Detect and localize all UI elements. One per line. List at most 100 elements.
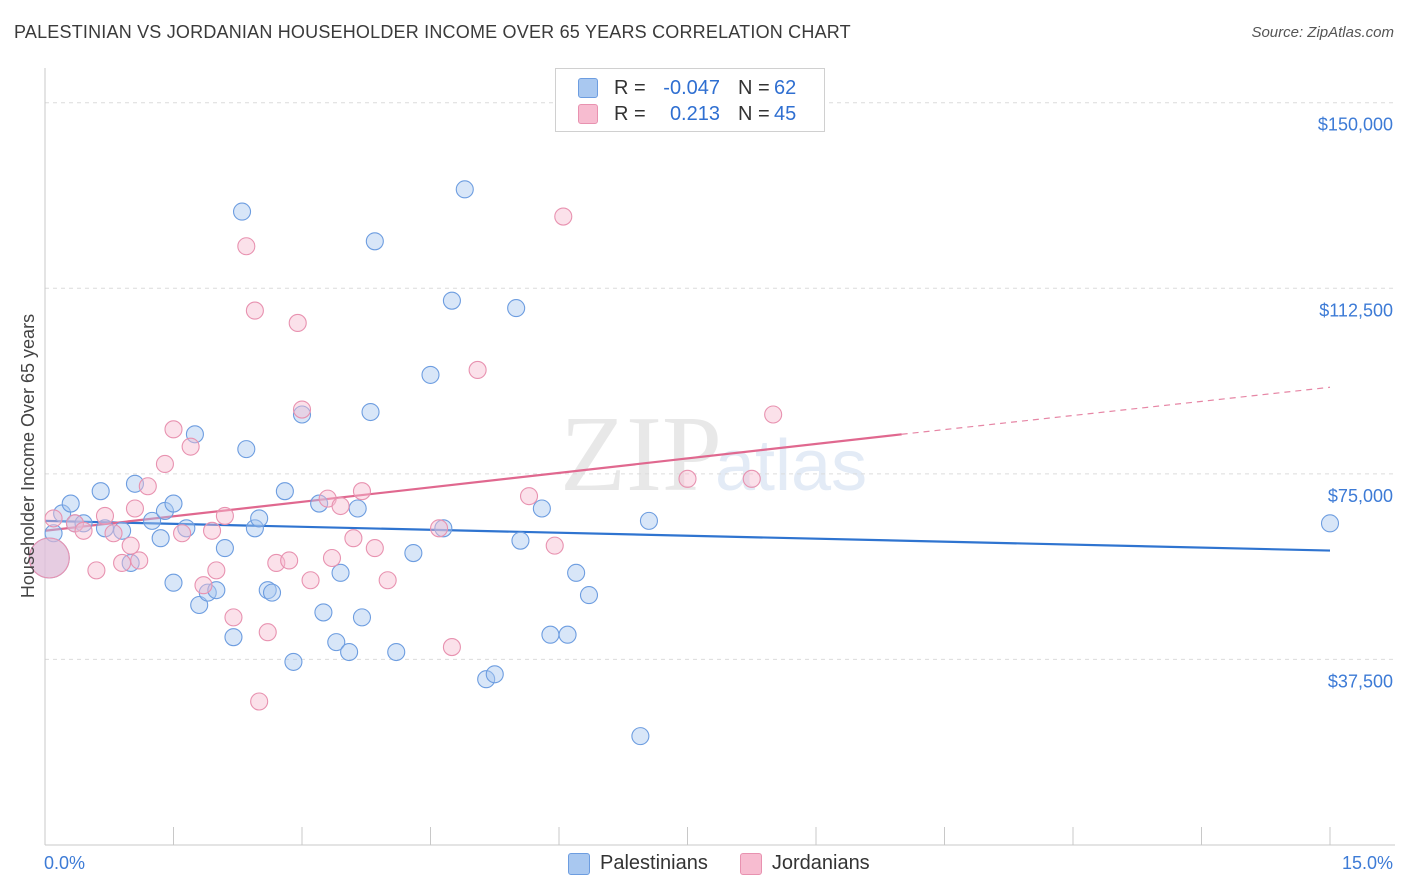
jordanian-point xyxy=(519,487,539,506)
palestinian-point xyxy=(340,642,359,662)
jordanian-point xyxy=(742,469,761,488)
y-tick-label: $75,000 xyxy=(1328,486,1393,506)
legend-r-value: 0.213 xyxy=(669,102,720,125)
trend-line xyxy=(44,519,1331,552)
jordanian-point xyxy=(44,509,63,528)
jordanian-point xyxy=(365,539,384,558)
jordanian-point xyxy=(764,405,783,424)
legend-swatch-blue xyxy=(568,852,590,875)
palestinian-point xyxy=(511,531,530,550)
jordanian-point xyxy=(164,420,183,439)
jordanian-point xyxy=(215,506,234,525)
jordanian-point xyxy=(125,499,144,518)
jordanian-point xyxy=(237,237,256,256)
palestinian-point xyxy=(275,482,294,501)
palestinian-point xyxy=(541,625,560,644)
jordanian-point xyxy=(280,551,299,570)
palestinian-point xyxy=(61,494,80,513)
palestinian-point xyxy=(434,519,453,538)
jordanian-point xyxy=(104,524,123,543)
palestinian-point xyxy=(262,583,282,602)
legend-n-value: 45 xyxy=(774,102,797,125)
y-tick-label: $112,500 xyxy=(1319,300,1393,320)
palestinian-point xyxy=(579,586,599,605)
palestinian-point xyxy=(151,529,170,548)
legend-r-label: R = xyxy=(614,76,646,99)
watermark-atlas: atlas xyxy=(715,426,867,506)
palestinian-point xyxy=(331,563,350,582)
legend-row-palestinians: R = -0.047 N = 62 xyxy=(578,76,796,100)
jordanian-point xyxy=(121,536,140,555)
palestinian-point xyxy=(352,608,372,627)
jordanian-point xyxy=(545,536,564,555)
palestinian-point xyxy=(327,633,346,652)
palestinian-point xyxy=(310,494,329,513)
legend-item-palestinians: Palestinians xyxy=(568,852,708,875)
jordanian-point xyxy=(87,561,106,580)
palestinian-point xyxy=(455,180,474,199)
legend-swatch-blue xyxy=(578,78,598,98)
chart-title: PALESTINIAN VS JORDANIAN HOUSEHOLDER INC… xyxy=(14,22,851,42)
legend-item-jordanians: Jordanians xyxy=(739,852,870,875)
palestinian-point xyxy=(485,665,504,684)
jordanian-point xyxy=(301,571,320,590)
palestinian-point xyxy=(91,482,110,501)
palestinian-point xyxy=(631,727,650,746)
jordanian-point xyxy=(442,638,461,657)
jordanian-point xyxy=(203,521,222,540)
watermark-zip: ZIP xyxy=(560,395,722,514)
jordanian-point xyxy=(155,454,174,474)
jordanian-point xyxy=(224,608,243,627)
jordanian-point xyxy=(138,477,157,496)
palestinian-point xyxy=(224,628,243,647)
palestinian-point xyxy=(1320,514,1340,533)
palestinian-point xyxy=(232,202,252,221)
y-tick-label: $150,000 xyxy=(1318,115,1393,135)
jordanian-point xyxy=(322,548,342,568)
palestinian-point xyxy=(292,405,312,424)
palestinian-point xyxy=(190,595,209,615)
jordanian-point xyxy=(173,524,192,543)
jordanian-point xyxy=(554,207,573,226)
stats-legend: R = -0.047 N = 62 R = 0.213 N = 45 xyxy=(555,68,825,132)
x-tick-label: 15.0% xyxy=(1342,853,1393,873)
axes xyxy=(44,68,1395,846)
palestinian-point xyxy=(532,499,551,518)
trend-line-extension xyxy=(901,386,1331,435)
jordanian-point xyxy=(331,496,350,516)
legend-n-label: N = xyxy=(738,76,770,99)
jordanian-point xyxy=(130,551,149,570)
jordanian-point xyxy=(28,537,70,579)
jordanian-point xyxy=(288,313,307,332)
source-label: Source: ZipAtlas.com xyxy=(1251,24,1394,41)
y-tick-label: $37,500 xyxy=(1328,671,1393,691)
palestinian-point xyxy=(404,543,423,563)
palestinian-point xyxy=(477,670,496,689)
jordanian-point xyxy=(113,553,132,572)
jordanian-point xyxy=(245,301,264,320)
y-axis-label: Householder Income Over 65 years xyxy=(18,314,38,598)
palestinian-point xyxy=(507,299,526,318)
jordanian-point xyxy=(678,469,697,488)
tick-labels: $37,500 $75,000 $112,500 $150,000 0.0% 15.0% xyxy=(44,115,1393,873)
legend-swatch-pink xyxy=(739,852,762,875)
series-legend: Palestinians Jordanians xyxy=(568,852,902,875)
palestinian-point xyxy=(387,642,406,662)
jordanian-point xyxy=(194,576,213,595)
legend-label-jordanians: Jordanians xyxy=(771,852,870,874)
jordanian-point xyxy=(344,529,363,548)
jordanian-point xyxy=(74,521,93,540)
palestinian-point xyxy=(164,494,183,513)
palestinian-point xyxy=(639,511,659,530)
palestinian-point xyxy=(237,440,256,459)
palestinian-point xyxy=(567,563,586,582)
legend-n-value: 62 xyxy=(774,76,797,99)
jordanian-point xyxy=(352,482,372,501)
palestinian-point xyxy=(365,232,384,251)
palestinian-point xyxy=(558,625,577,644)
jordanian-point xyxy=(207,561,226,580)
trend-line xyxy=(44,433,902,532)
legend-n-label: N = xyxy=(738,102,770,125)
jordanian-point xyxy=(378,571,397,590)
